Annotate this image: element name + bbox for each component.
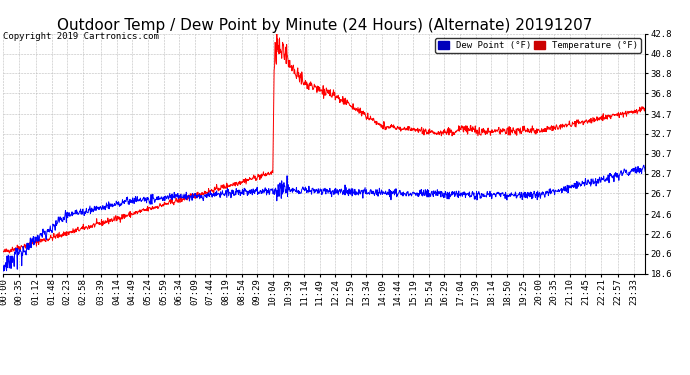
Legend: Dew Point (°F), Temperature (°F): Dew Point (°F), Temperature (°F): [435, 38, 640, 53]
Title: Outdoor Temp / Dew Point by Minute (24 Hours) (Alternate) 20191207: Outdoor Temp / Dew Point by Minute (24 H…: [57, 18, 592, 33]
Text: Copyright 2019 Cartronics.com: Copyright 2019 Cartronics.com: [3, 32, 159, 41]
